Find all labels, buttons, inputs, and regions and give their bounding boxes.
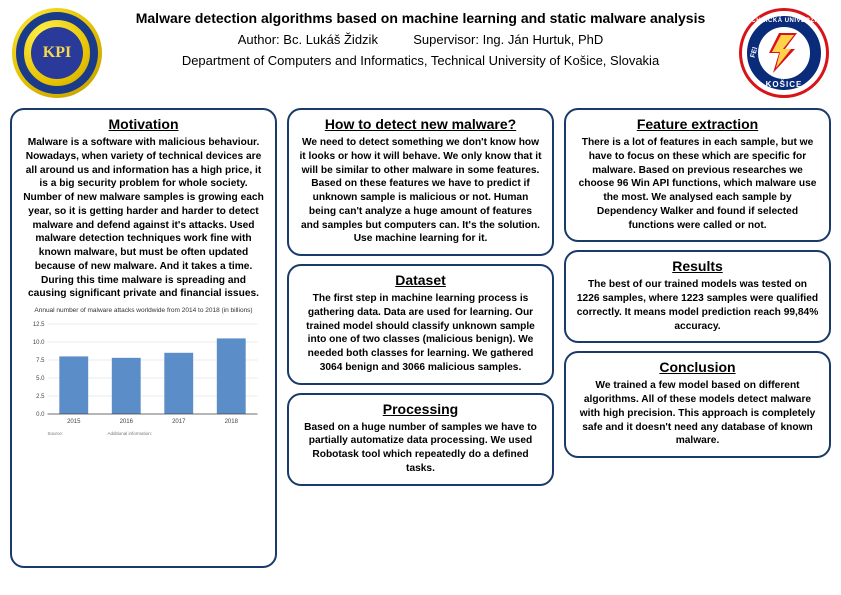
svg-text:2017: 2017 [172, 419, 186, 425]
box-dataset: Dataset The first step in machine learni… [287, 264, 554, 385]
box-detect: How to detect new malware? We need to de… [287, 108, 554, 256]
svg-text:2016: 2016 [120, 419, 134, 425]
svg-text:2018: 2018 [225, 419, 239, 425]
box-title: Results [576, 258, 819, 274]
column-left: Motivation Malware is a software with ma… [10, 108, 277, 568]
box-title: Conclusion [576, 359, 819, 375]
bar-chart-svg: 0.0 2.5 5.0 7.5 10.0 12.5 2015 2016 2017 2018 Sour… [22, 318, 265, 438]
svg-text:5.0: 5.0 [36, 376, 45, 382]
poster-header: KPI Malware detection algorithms based o… [0, 0, 841, 102]
box-motivation: Motivation Malware is a software with ma… [10, 108, 277, 568]
department-line: Department of Computers and Informatics,… [110, 53, 731, 68]
tuke-bottom-text: KOŠICE [742, 80, 826, 89]
kpi-logo: KPI [12, 8, 102, 98]
svg-text:Source:: Source: [48, 431, 64, 436]
box-title: Dataset [299, 272, 542, 288]
svg-text:10.0: 10.0 [33, 340, 45, 346]
kpi-logo-text: KPI [31, 27, 83, 79]
author-name: Bc. Lukáš Židzik [283, 32, 378, 47]
svg-text:0.0: 0.0 [36, 412, 45, 418]
tuke-top-text: TECHNICKÁ UNIVERZITA [742, 18, 826, 24]
box-body: Malware is a software with malicious beh… [22, 136, 265, 301]
box-body: We trained a few model based on differen… [576, 379, 819, 448]
box-conclusion: Conclusion We trained a few model based … [564, 351, 831, 458]
box-features: Feature extraction There is a lot of fea… [564, 108, 831, 242]
author-label: Author: [238, 32, 280, 47]
svg-text:Additional information:: Additional information: [108, 431, 153, 436]
svg-text:2015: 2015 [67, 419, 81, 425]
svg-text:12.5: 12.5 [33, 322, 45, 328]
box-results: Results The best of our trained models w… [564, 250, 831, 343]
box-title: Motivation [22, 116, 265, 132]
box-body: There is a lot of features in each sampl… [576, 136, 819, 232]
supervisor-label: Supervisor: [413, 32, 479, 47]
svg-text:7.5: 7.5 [36, 358, 45, 364]
box-body: We need to detect something we don't kno… [299, 136, 542, 246]
header-text-block: Malware detection algorithms based on ma… [110, 8, 731, 68]
motivation-chart: Annual number of malware attacks worldwi… [22, 307, 265, 443]
column-right: Feature extraction There is a lot of fea… [564, 108, 831, 568]
box-processing: Processing Based on a huge number of sam… [287, 393, 554, 486]
lightning-icon [767, 33, 801, 73]
box-title: Feature extraction [576, 116, 819, 132]
supervisor-name: Ing. Ján Hurtuk, PhD [483, 32, 604, 47]
tuke-logo: TECHNICKÁ UNIVERZITA FEI KOŠICE [739, 8, 829, 98]
poster-title: Malware detection algorithms based on ma… [110, 10, 731, 26]
box-body: The first step in machine learning proce… [299, 292, 542, 375]
box-title: Processing [299, 401, 542, 417]
box-title: How to detect new malware? [299, 116, 542, 132]
svg-text:2.5: 2.5 [36, 394, 45, 400]
column-middle: How to detect new malware? We need to de… [287, 108, 554, 568]
content-columns: Motivation Malware is a software with ma… [0, 102, 841, 568]
box-body: The best of our trained models was teste… [576, 278, 819, 333]
chart-caption: Annual number of malware attacks worldwi… [22, 307, 265, 314]
box-body: Based on a huge number of samples we hav… [299, 421, 542, 476]
author-line: Author: Bc. Lukáš Židzik Supervisor: Ing… [110, 32, 731, 47]
